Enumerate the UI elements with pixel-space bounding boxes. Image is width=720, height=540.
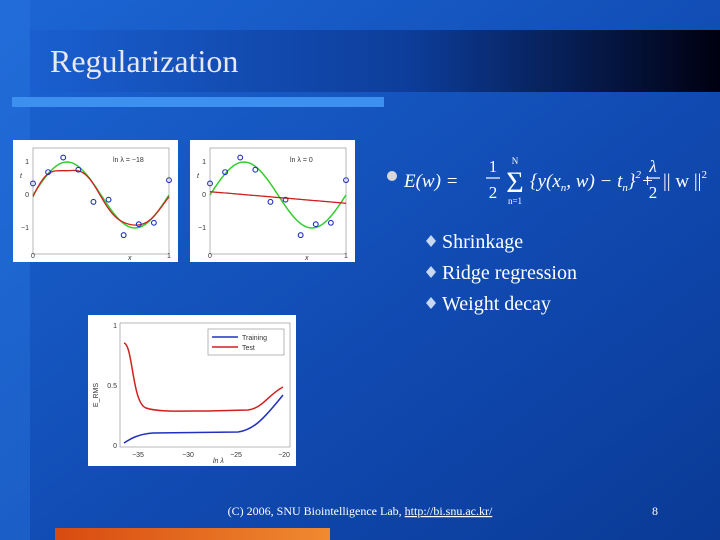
x-axis-label: x — [304, 255, 309, 262]
y-tick-label: 1 — [113, 323, 117, 330]
sample-point — [343, 177, 349, 184]
figure: 1 0 −1 t 0 1 x ln λ = 0 — [190, 140, 355, 262]
y-tick-label: 0 — [113, 443, 117, 450]
y-tick-label: 0.5 — [107, 383, 117, 390]
bullet-marker — [426, 235, 436, 247]
eq-part: λ — [648, 157, 656, 176]
sample-point — [252, 166, 259, 173]
bullet-marker — [426, 297, 436, 309]
bullet-text: Ridge regression — [442, 262, 577, 284]
title-bar — [30, 30, 720, 92]
title-underline — [12, 97, 384, 107]
eq-part: || w || — [663, 171, 701, 192]
legend-box — [207, 328, 285, 356]
sample-point — [60, 154, 67, 161]
figure: 1 0 −1 t 0 1 x ln λ = −18 — [13, 140, 178, 262]
eq-part: , w) − t — [566, 171, 623, 192]
sample-point — [327, 219, 334, 226]
eq-part: 2 — [701, 169, 707, 181]
eq-part: 2 — [649, 183, 658, 202]
y-axis-label: t — [20, 173, 23, 180]
sample-point — [135, 221, 142, 228]
x-tick-label: −25 — [230, 452, 242, 459]
x-axis-label: x — [127, 255, 132, 262]
x-tick-label: 0 — [31, 253, 35, 260]
x-axis-label: ln λ — [213, 458, 224, 465]
sample-point — [282, 196, 289, 203]
y-axis-label: t — [197, 173, 200, 180]
x-tick-label: 1 — [344, 253, 348, 260]
bullet-text: Shrinkage — [442, 231, 523, 253]
footer-text: (C) 2006, SNU Biointelligence Lab, — [228, 504, 405, 518]
y-tick-label: 0 — [25, 192, 29, 199]
sample-point — [297, 232, 304, 239]
x-tick-label: 1 — [167, 253, 171, 260]
eq-part: + — [641, 171, 654, 192]
x-tick-label: −35 — [132, 452, 144, 459]
sample-point — [237, 154, 244, 161]
footer-link[interactable]: http://bi.snu.ac.kr/ — [405, 504, 493, 518]
sample-point — [90, 198, 97, 205]
footer-bar — [55, 528, 330, 540]
page-number: 8 — [652, 504, 658, 518]
eq-part: } — [628, 171, 636, 192]
eq-part: 2 — [489, 183, 498, 202]
y-tick-label: 1 — [25, 159, 29, 166]
y-tick-label: −1 — [21, 225, 29, 232]
fit-curve — [32, 169, 170, 226]
bullet-text: Weight decay — [442, 293, 551, 315]
bullet-marker — [426, 266, 436, 278]
slide-title: Regularization — [50, 43, 238, 79]
x-tick-label: 0 — [208, 253, 212, 260]
sample-point — [166, 177, 172, 184]
panel-label: ln λ = −18 — [113, 157, 144, 164]
training-curve — [123, 394, 284, 444]
sample-point — [222, 169, 229, 176]
sample-point — [105, 196, 112, 203]
sample-point — [30, 180, 36, 187]
x-tick-label: −30 — [182, 452, 194, 459]
legend-label: Test — [242, 345, 255, 352]
eq-body: {y(xn, w) − tn}2+ — [530, 169, 654, 194]
footer: (C) 2006, SNU Biointelligence Lab, http:… — [228, 504, 493, 518]
eq-part: n — [622, 182, 628, 194]
bullet-dot — [387, 171, 397, 181]
panel-label: ln λ = 0 — [290, 157, 313, 164]
legend-label: Training — [242, 335, 267, 342]
sample-point — [150, 219, 157, 226]
y-axis-label: E_RMS — [93, 383, 100, 407]
sample-point — [267, 198, 274, 205]
figure: 0 0.5 1 −35 −30 −25 −20 ln λ E_RMS Training Test — [88, 315, 296, 466]
plot-frame — [32, 147, 170, 255]
eq-part: N — [512, 156, 519, 166]
eq-part: n — [561, 182, 567, 194]
eq-part: Σ — [506, 166, 523, 199]
y-tick-label: −1 — [198, 225, 206, 232]
bullet-list: Shrinkage Ridge regression Weight decay — [426, 231, 577, 315]
eq-part: n=1 — [508, 196, 522, 206]
left-strip — [0, 0, 30, 540]
y-tick-label: 1 — [202, 159, 206, 166]
plot-frame — [209, 147, 347, 255]
sample-point — [207, 180, 213, 187]
fit-curve — [209, 191, 347, 204]
eq-part: 1 — [489, 157, 498, 176]
sample-point — [75, 166, 82, 173]
y-tick-label: 0 — [202, 192, 206, 199]
sample-point — [312, 221, 319, 228]
x-tick-label: −20 — [278, 452, 290, 459]
sample-point — [120, 232, 127, 239]
true-curve — [209, 161, 347, 229]
eq-part: {y(x — [530, 171, 561, 192]
plot-frame — [119, 322, 291, 448]
test-curve — [123, 342, 284, 412]
sample-point — [45, 169, 52, 176]
eq-part: 2 — [636, 169, 642, 181]
eq-norm: || w ||2 — [663, 169, 707, 192]
eq-lhs: E(w) = — [403, 171, 459, 192]
equation: E(w) = 1 2 Σ N n=1 {y(xn, w) − tn}2+ λ 2… — [403, 156, 707, 206]
true-curve — [32, 161, 170, 229]
